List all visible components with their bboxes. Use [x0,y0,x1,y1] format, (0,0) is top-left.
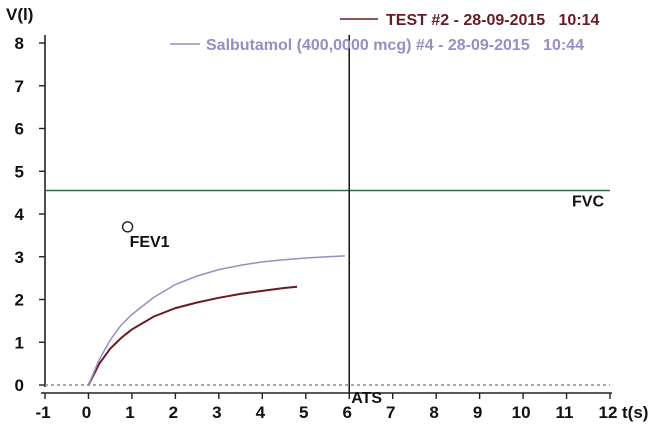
x-tick-label: 4 [256,403,266,422]
x-tick-label: 5 [299,403,308,422]
y-tick-label: 6 [15,120,24,139]
legend: TEST #2 - 28-09-2015 10:14 Salbutamol (40… [170,12,600,54]
x-tick-label: 10 [512,403,531,422]
x-tick-label: 1 [125,403,134,422]
fev1-label: FEV1 [130,234,170,251]
y-tick-label: 4 [15,205,25,224]
x-tick-label: 11 [556,403,574,422]
series-line-2 [87,255,345,386]
y-tick-label: 1 [15,333,24,352]
x-tick-label: 2 [169,403,178,422]
x-tick-label: 0 [82,403,91,422]
y-axis-title: V(l) [6,5,33,24]
legend-label-2: Salbutamol (400,0000 mcg) #4 - 28-09-201… [206,37,584,54]
axes [39,35,612,399]
x-tick-label: 7 [386,403,395,422]
x-tick-label: 9 [473,403,482,422]
series-lines [87,255,345,386]
y-tick-label: 8 [15,34,24,53]
y-tick-label: 7 [15,77,24,96]
fev1-marker [121,221,134,233]
reference-lines [45,35,610,393]
y-tick-label: 2 [15,291,24,310]
fvc-label: FVC [572,193,604,210]
series-line-1 [87,285,298,386]
ats-label: ATS [351,390,382,407]
annotations: FVC ATS FEV1 [121,193,604,407]
y-tick-label: 5 [15,162,24,181]
legend-label-1: TEST #2 - 28-09-2015 10:14 [386,12,600,29]
x-tick-label: 8 [429,403,438,422]
x-tick-label: 6 [342,403,351,422]
y-tick-label: 0 [15,376,24,395]
x-axis-title: t(s) [622,403,648,422]
x-tick-label: 12 [599,403,618,422]
y-tick-label: 3 [15,248,24,267]
x-tick-label: 3 [212,403,221,422]
x-tick-label: -1 [35,403,50,422]
